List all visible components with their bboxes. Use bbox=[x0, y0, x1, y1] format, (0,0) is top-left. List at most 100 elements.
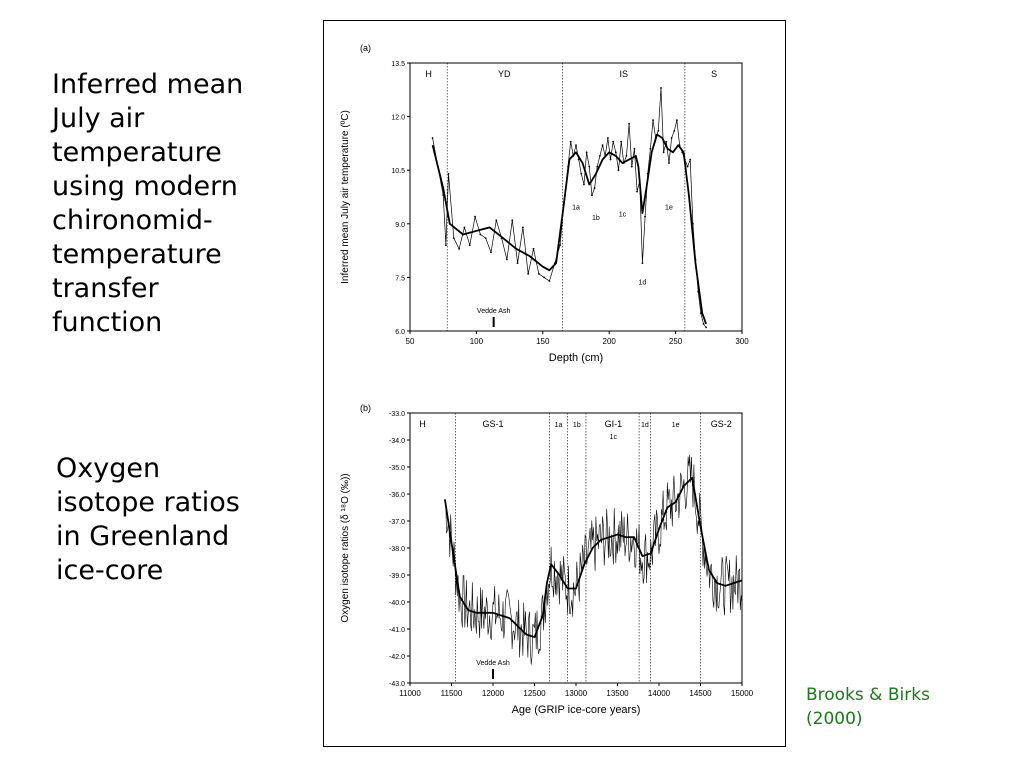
panel-a-data-point bbox=[689, 158, 692, 161]
panel-a-data-point bbox=[591, 194, 593, 197]
panel-a-annotation: 1d bbox=[639, 280, 647, 287]
panel-b-zone-label: GI-1 bbox=[605, 419, 623, 429]
panel-a-data-point bbox=[580, 172, 583, 175]
panel-a-data-point bbox=[511, 219, 514, 222]
panel-a-data-point bbox=[673, 129, 676, 132]
panel-a-data-point bbox=[527, 272, 530, 275]
panel-a-data-point bbox=[636, 190, 638, 193]
panel-a-y-tick-label: 7.5 bbox=[395, 275, 405, 282]
panel-a-annotation: 1c bbox=[619, 212, 627, 219]
panel-a-annotation: 1a bbox=[572, 205, 580, 212]
panel-b-x-tick-label: 11000 bbox=[399, 689, 421, 698]
panel-b-y-tick-label: -34.0 bbox=[389, 438, 405, 445]
panel-b-y-tick-label: -33.0 bbox=[389, 411, 405, 418]
panel-b-y-tick-label: -36.0 bbox=[389, 492, 405, 499]
panel-b-x-tick-label: 11500 bbox=[441, 689, 463, 698]
panel-b-y-tick-label: -41.0 bbox=[389, 627, 405, 634]
panel-a-data-point bbox=[559, 244, 561, 247]
panel-a-zone-label: H bbox=[425, 69, 432, 79]
panel-a-data-point bbox=[479, 233, 482, 236]
panel-a-data-point bbox=[705, 326, 708, 329]
panel-a-marker-label: Vedde Ash bbox=[477, 308, 511, 315]
panel-b-x-tick-label: 12500 bbox=[523, 689, 546, 698]
panel-a-data-point bbox=[596, 165, 599, 168]
panel-a-y-tick-label: 6.0 bbox=[395, 329, 405, 336]
panel-a-data-point bbox=[543, 276, 546, 279]
panel-a-data-point bbox=[668, 162, 670, 164]
panel-a-data-point bbox=[625, 155, 628, 157]
panel-a-zone-label: YD bbox=[498, 69, 511, 79]
panel-a-data-point bbox=[490, 251, 492, 254]
panel-b-zone-label: 1b bbox=[573, 422, 581, 429]
panel-a-series-raw bbox=[432, 87, 707, 328]
panel-b-y-axis-label: Oxygen isotope ratios (δ ¹⁸O (‰)) bbox=[340, 473, 351, 622]
caption-oxygen-isotope: Oxygen isotope ratios in Greenland ice-c… bbox=[56, 453, 240, 586]
panel-a-data-point bbox=[702, 322, 705, 325]
panel-b-zone-label: 1a bbox=[555, 422, 563, 429]
panel-a-data-point bbox=[588, 165, 591, 168]
panel-a-label: (a) bbox=[360, 43, 371, 53]
panel-a-data-point bbox=[516, 262, 519, 265]
panel-a-data-point bbox=[463, 226, 466, 229]
panel-b-x-tick-label: 15000 bbox=[731, 689, 754, 698]
panel-a-data-point bbox=[641, 262, 644, 265]
panel-a-data-point bbox=[649, 147, 652, 150]
panel-b-zone-label: GS-1 bbox=[482, 419, 503, 429]
panel-a-zone-label: IS bbox=[620, 69, 629, 79]
panel-a-data-point bbox=[506, 258, 508, 261]
panel-a-data-point bbox=[676, 119, 678, 122]
panel-a-data-point bbox=[447, 172, 450, 175]
panel-b-x-tick-label: 13500 bbox=[606, 689, 629, 698]
panel-a-x-axis-label: Depth (cm) bbox=[549, 352, 603, 364]
panel-a-plot-frame bbox=[409, 62, 743, 332]
panel-a-data-point bbox=[652, 119, 654, 122]
panel-a-data-point bbox=[575, 144, 577, 147]
panel-a-data-point bbox=[431, 137, 434, 139]
panel-a-data-point bbox=[670, 137, 673, 139]
panel-b-y-tick-label: -43.0 bbox=[389, 681, 405, 688]
panel-b-zone-label: 1d bbox=[641, 422, 649, 429]
panel-a-data-point bbox=[660, 87, 662, 89]
panel-b-label: (b) bbox=[360, 403, 371, 413]
panel-a-x-tick-label: 150 bbox=[536, 337, 550, 346]
panel-a-y-tick-label: 10.5 bbox=[391, 168, 405, 175]
panel-a-data-point bbox=[537, 272, 540, 275]
caption-temperature: Inferred mean July air temperature using… bbox=[52, 69, 244, 338]
panel-b-series-raw bbox=[444, 454, 743, 665]
panel-a-data-point bbox=[606, 137, 609, 139]
panel-a-data-point bbox=[599, 155, 601, 157]
panel-b-y-tick-label: -38.0 bbox=[389, 546, 405, 553]
panel-b-series-smoothed bbox=[444, 476, 743, 638]
panel-a-x-tick-label: 50 bbox=[406, 337, 415, 346]
panel-a-data-point bbox=[474, 215, 476, 218]
panel-a-x-tick-label: 250 bbox=[669, 337, 683, 346]
panel-b-x-tick-label: 14000 bbox=[648, 689, 671, 698]
panel-a-data-point bbox=[495, 219, 498, 222]
panel-a-data-point bbox=[452, 237, 455, 239]
panel-b-y-tick-label: -42.0 bbox=[389, 654, 405, 661]
panel-b-x-tick-label: 12000 bbox=[482, 689, 505, 698]
panel-a-data-point bbox=[521, 226, 524, 229]
figure-svg: (a) 50 100 150 200 250 300 6.0 7.5 9.0 10.5 12.0 13.… bbox=[340, 43, 754, 716]
panel-a-data-point bbox=[620, 140, 623, 143]
panel-a-data-point bbox=[686, 165, 689, 168]
panel-a-data-point bbox=[662, 151, 665, 154]
panel-a-data-point bbox=[644, 215, 646, 218]
panel-a-annotation: 1e bbox=[665, 205, 673, 212]
panel-a-data-point bbox=[532, 247, 535, 250]
panel-b-y-tick-label: -37.0 bbox=[389, 519, 405, 526]
panel-a-x-tick-label: 100 bbox=[470, 337, 484, 346]
panel-a-series-smoothed bbox=[431, 133, 707, 325]
panel-b-y-tick-label: -35.0 bbox=[389, 465, 405, 472]
panel-a-data-point bbox=[468, 244, 471, 247]
panel-a-data-point bbox=[665, 140, 668, 143]
panel-a-data-point bbox=[630, 165, 633, 168]
panel-a-y-tick-label: 13.5 bbox=[391, 61, 405, 68]
panel-a-data-point bbox=[617, 169, 620, 172]
panel-a-y-tick-label: 12.0 bbox=[391, 115, 405, 122]
figure-frame: (a) 50 100 150 200 250 300 6.0 7.5 9.0 10.5 12.0 13.… bbox=[323, 20, 786, 747]
panel-b-plot-frame bbox=[409, 412, 743, 684]
panel-a-data-point bbox=[593, 187, 596, 189]
panel-b-x-tick-label: 13000 bbox=[565, 689, 588, 698]
panel-a-data-point bbox=[444, 244, 447, 247]
